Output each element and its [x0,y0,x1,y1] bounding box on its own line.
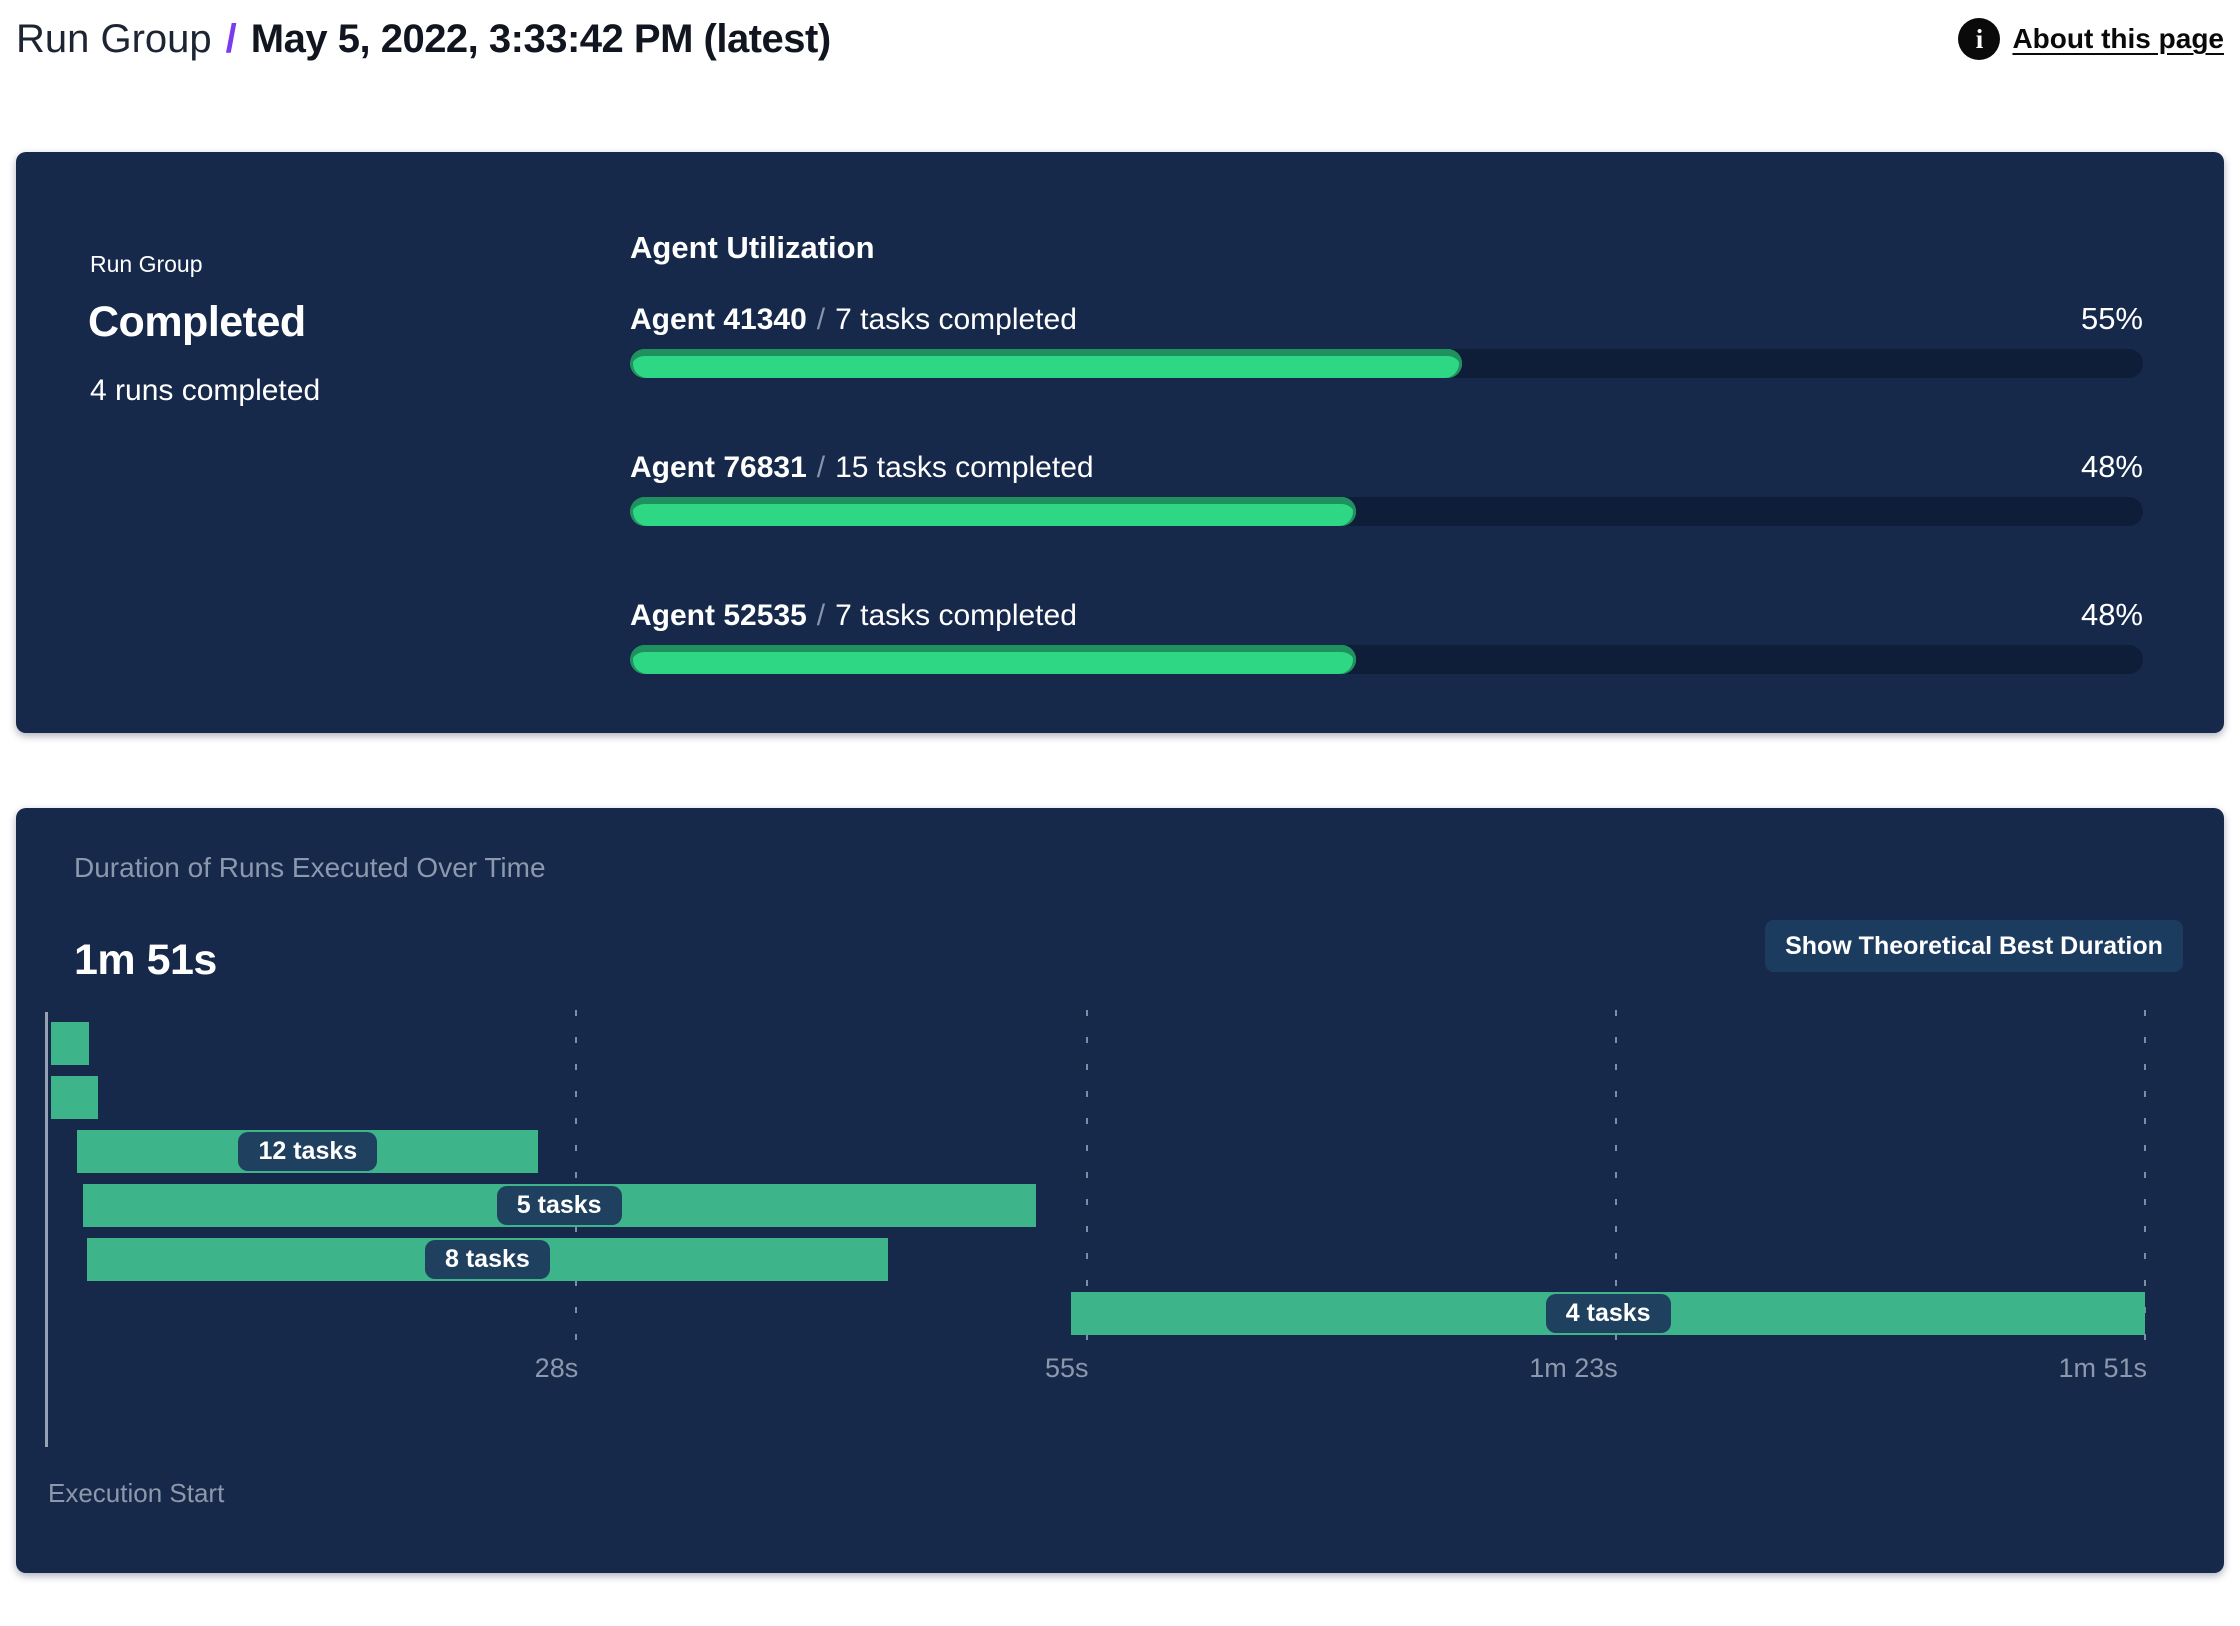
utilization-bar-track [630,497,2143,526]
agent-separator: / [816,599,826,632]
agent-separator: / [816,303,826,336]
run-group-label: Run Group [90,251,203,277]
time-axis-tick: 55s [1045,1353,1089,1383]
agent-row: Agent 52535 / 7 tasks completed 48% [630,597,2143,674]
time-axis-tick: 28s [534,1353,579,1383]
time-axis-tick: 1m 51s [2058,1353,2147,1383]
agent-row: Agent 76831 / 15 tasks completed 48% [630,449,2143,526]
agent-name: Agent 41340 [630,303,807,336]
gridline [1085,1010,1088,1351]
execution-start-axis [45,1012,48,1447]
agent-utilization-percent: 48% [2080,597,2143,632]
about-this-page[interactable]: i About this page [1958,18,2224,60]
runs-completed-summary: 4 runs completed [90,374,321,407]
gridline [575,1010,578,1351]
agent-tasks-completed: 7 tasks completed [835,303,1077,336]
task-count-pill: 8 tasks [424,1240,550,1279]
agent-label: Agent 41340 / 7 tasks completed [630,303,1077,337]
duration-panel: Duration of Runs Executed Over Time 1m 5… [16,808,2224,1573]
page-title: May 5, 2022, 3:33:42 PM (latest) [250,16,831,61]
utilization-bar-track [630,645,2143,674]
agent-name: Agent 76831 [630,451,807,484]
agent-separator: / [816,451,826,484]
gridline [1614,1010,1617,1351]
execution-start-label: Execution Start [48,1478,225,1508]
about-page-link[interactable]: About this page [2012,23,2224,54]
agent-utilization-percent: 48% [2080,449,2143,484]
page-header: Run Group / May 5, 2022, 3:33:42 PM (lat… [16,6,2224,72]
agent-label: Agent 52535 / 7 tasks completed [630,599,1077,633]
task-count-pill: 4 tasks [1545,1294,1671,1333]
task-count-pill: 12 tasks [238,1132,378,1171]
agent-tasks-completed: 15 tasks completed [835,451,1094,484]
utilization-bar-fill [630,349,1463,378]
run-group-status-panel: Run Group Completed 4 runs completed Age… [16,152,2224,733]
duration-chart-title: Duration of Runs Executed Over Time [74,852,546,883]
total-duration: 1m 51s [74,936,217,984]
agent-tasks-completed: 7 tasks completed [835,599,1077,632]
show-theoretical-best-duration-button[interactable]: Show Theoretical Best Duration [1765,920,2183,972]
utilization-bar-fill [630,645,1357,674]
agent-name: Agent 52535 [630,599,807,632]
time-axis-tick: 1m 23s [1529,1353,1618,1383]
run-bar[interactable]: 5 tasks [82,1184,1036,1227]
run-bar[interactable] [50,1076,99,1119]
utilization-bar-track [630,349,2143,378]
breadcrumb: Run Group / May 5, 2022, 3:33:42 PM (lat… [16,17,831,62]
run-bar[interactable] [50,1022,89,1065]
breadcrumb-separator: / [225,16,237,61]
run-bar[interactable]: 12 tasks [77,1130,539,1173]
gantt-chart: 28s 55s 1m 23s 1m 51s 12 tasks 5 tasks 8 tasks… [16,808,2224,1573]
agent-label: Agent 76831 / 15 tasks completed [630,451,1094,485]
run-bar[interactable]: 8 tasks [86,1238,889,1281]
agent-row: Agent 41340 / 7 tasks completed 55% [630,301,2143,378]
agent-utilization-percent: 55% [2080,301,2143,336]
utilization-bar-fill [630,497,1357,526]
run-group-status: Completed [88,298,306,346]
breadcrumb-run-group[interactable]: Run Group [16,16,212,61]
agent-utilization-title: Agent Utilization [630,230,875,265]
run-bar[interactable]: 4 tasks [1071,1292,2145,1335]
task-count-pill: 5 tasks [496,1186,622,1225]
info-icon[interactable]: i [1958,18,2001,60]
gridline [2144,1010,2146,1351]
